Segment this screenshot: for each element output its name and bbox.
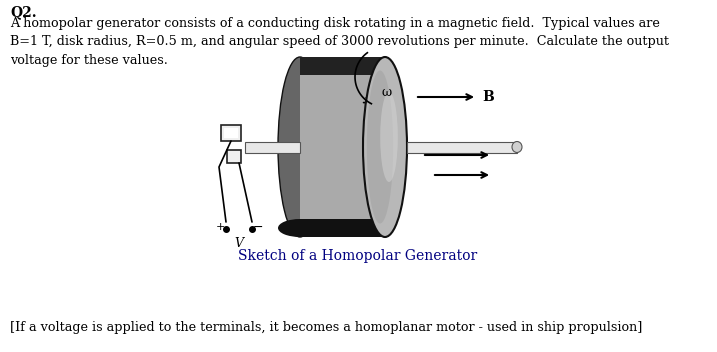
Bar — [407, 142, 517, 152]
Text: +: + — [215, 222, 224, 232]
Ellipse shape — [278, 57, 322, 237]
Bar — [221, 125, 241, 141]
Ellipse shape — [512, 142, 522, 152]
Bar — [300, 57, 385, 237]
Ellipse shape — [380, 92, 398, 182]
Ellipse shape — [363, 57, 407, 237]
Bar — [300, 57, 385, 75]
Text: V: V — [234, 237, 244, 250]
Text: Q2.: Q2. — [10, 5, 37, 19]
Text: ω: ω — [382, 86, 392, 99]
Bar — [300, 219, 385, 237]
Bar — [245, 142, 300, 152]
Text: Sketch of a Homopolar Generator: Sketch of a Homopolar Generator — [238, 249, 478, 263]
Text: B: B — [482, 90, 494, 104]
Ellipse shape — [367, 70, 393, 224]
Text: [If a voltage is applied to the terminals, it becomes a homoplanar motor - used : [If a voltage is applied to the terminal… — [10, 321, 642, 334]
Bar — [224, 128, 238, 138]
Bar — [227, 150, 241, 163]
Ellipse shape — [278, 219, 322, 237]
Text: A homopolar generator consists of a conducting disk rotating in a magnetic field: A homopolar generator consists of a cond… — [10, 17, 669, 67]
Text: −: − — [253, 220, 263, 233]
